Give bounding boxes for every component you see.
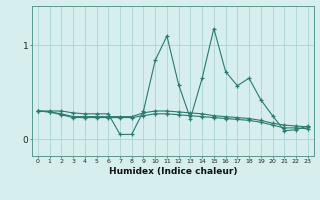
X-axis label: Humidex (Indice chaleur): Humidex (Indice chaleur): [108, 167, 237, 176]
